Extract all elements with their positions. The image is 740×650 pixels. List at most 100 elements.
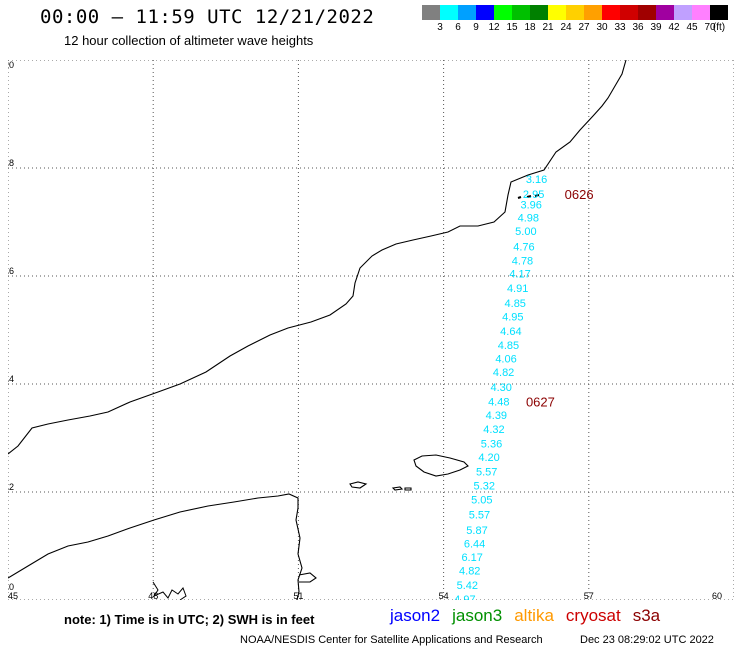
socotra-island — [413, 454, 469, 477]
satellite-legend-jason3: jason3 — [452, 606, 503, 625]
satellite-legend-cryosat: cryosat — [565, 606, 621, 625]
color-scale-label: 36 — [632, 22, 644, 33]
color-swatch — [476, 5, 494, 20]
latitude-tick-label: 20 — [8, 60, 14, 70]
color-scale-label: 24 — [560, 22, 572, 33]
color-scale-label: 9 — [473, 22, 479, 33]
color-scale-label: 15 — [506, 22, 518, 33]
color-scale-label: 6 — [455, 22, 461, 33]
satellite-legend-altika: altika — [514, 606, 554, 625]
color-swatch — [656, 5, 674, 20]
color-swatch — [494, 5, 512, 20]
credit-line: NOAA/NESDIS Center for Satellite Applica… — [240, 634, 543, 646]
latitude-tick-label: 16 — [8, 266, 14, 276]
satellite-legend: jason2 jason3 altika cryosat s3a — [390, 606, 672, 626]
wave-height-observation: 4.95 — [502, 312, 523, 324]
wave-height-observation: 4.82 — [459, 565, 480, 577]
wave-height-observation: 4.17 — [509, 268, 530, 280]
longitude-tick-label: 54 — [439, 591, 449, 600]
color-swatch — [602, 5, 620, 20]
wave-height-observation: 3.96 — [520, 200, 541, 212]
color-swatch — [710, 5, 728, 20]
wave-height-observation: 5.36 — [481, 438, 502, 450]
wave-height-observation: 4.32 — [483, 424, 504, 436]
color-swatch — [584, 5, 602, 20]
satellite-legend-s3a: s3a — [632, 606, 661, 625]
wave-height-observation: 4.91 — [507, 283, 528, 295]
longitude-tick-label: 48 — [148, 591, 158, 600]
color-swatch — [458, 5, 476, 20]
samhah-island — [391, 486, 404, 491]
wave-height-observation: 4.76 — [513, 241, 534, 253]
satellite-legend-jason2: jason2 — [390, 606, 441, 625]
latitude-tick-label: 12 — [8, 482, 14, 492]
color-swatch — [512, 5, 530, 20]
wave-height-observation: 4.82 — [493, 367, 514, 379]
wave-height-color-scale — [422, 5, 728, 21]
color-scale-label: 27 — [578, 22, 590, 33]
color-swatch — [530, 5, 548, 20]
color-swatch — [638, 5, 656, 20]
wave-height-observation: 4.39 — [486, 410, 507, 422]
arabian-coastline — [8, 60, 627, 455]
color-swatch — [440, 5, 458, 20]
somali-inland-feature — [152, 581, 187, 600]
color-scale-label: 12 — [488, 22, 500, 33]
color-scale-label: 33 — [614, 22, 626, 33]
units-note: note: 1) Time is in UTC; 2) SWH is in fe… — [64, 612, 315, 627]
wave-height-observation: 4.78 — [512, 255, 533, 267]
color-scale-label: 3 — [437, 22, 443, 33]
color-scale-label: (ft) — [712, 22, 726, 33]
somali-coastline — [8, 493, 303, 600]
page-subtitle: 12 hour collection of altimeter wave hei… — [64, 33, 314, 48]
page-title: 00:00 – 11:59 UTC 12/21/2022 — [40, 6, 375, 28]
color-scale-label: 18 — [524, 22, 536, 33]
wave-height-observation: 4.48 — [488, 396, 509, 408]
wave-height-observation: 4.64 — [500, 326, 521, 338]
darsah-island — [404, 487, 412, 491]
wave-height-observation: 4.20 — [478, 452, 499, 464]
color-swatch — [422, 5, 440, 20]
wave-height-observation: 5.32 — [474, 481, 495, 493]
wave-height-observation: 3.16 — [526, 174, 547, 186]
wave-height-observation: 6.17 — [461, 552, 482, 564]
wave-height-observation: 4.30 — [490, 382, 511, 394]
kuria-muria-islands — [517, 194, 540, 199]
wave-height-observation: 4.97 — [454, 594, 475, 600]
generation-timestamp: Dec 23 08:29:02 UTC 2022 — [580, 634, 714, 646]
wave-height-observation: 4.98 — [518, 213, 539, 225]
wave-height-observation: 5.57 — [469, 510, 490, 522]
pass-time-label: 0626 — [565, 187, 594, 202]
pass-time-labels: 0626062706280629 — [526, 187, 594, 409]
color-swatch — [620, 5, 638, 20]
wave-height-observation: 5.57 — [476, 466, 497, 478]
wave-height-observation: 5.00 — [515, 226, 536, 238]
longitude-tick-label: 60 — [712, 591, 722, 600]
lat-lon-grid — [8, 60, 734, 600]
color-scale-label: 21 — [542, 22, 554, 33]
wave-height-observation: 4.85 — [505, 298, 526, 310]
wave-height-observation: 4.06 — [495, 354, 516, 366]
wave-height-observation: 5.87 — [466, 525, 487, 537]
wave-height-observation: 4.85 — [498, 340, 519, 352]
axis-tick-labels: 45 48 51 54 57 60 20 18 16 14 12 10 — [8, 60, 722, 600]
wave-height-observation: 5.05 — [471, 495, 492, 507]
longitude-tick-label: 51 — [293, 591, 303, 600]
latitude-tick-label: 14 — [8, 374, 14, 384]
color-scale-label: 30 — [596, 22, 608, 33]
latitude-tick-label: 10 — [8, 582, 14, 592]
latitude-tick-label: 18 — [8, 158, 14, 168]
wave-height-observation: 5.42 — [457, 580, 478, 592]
ras-hafun — [298, 572, 317, 583]
map-panel[interactable]: 3.16 2.953.964.985.00 4.76 4.784.17 4.91 4.85… — [8, 60, 734, 600]
longitude-tick-label: 45 — [8, 591, 18, 600]
color-swatch — [548, 5, 566, 20]
color-scale-label: 45 — [686, 22, 698, 33]
color-scale-label: 42 — [668, 22, 680, 33]
longitude-tick-label: 57 — [584, 591, 594, 600]
altimeter-observations: 3.16 2.953.964.985.00 4.76 4.784.17 4.91 4.85… — [454, 174, 547, 600]
coastline — [8, 60, 627, 600]
color-scale-label: 39 — [650, 22, 662, 33]
pass-time-label: 0627 — [526, 394, 555, 409]
